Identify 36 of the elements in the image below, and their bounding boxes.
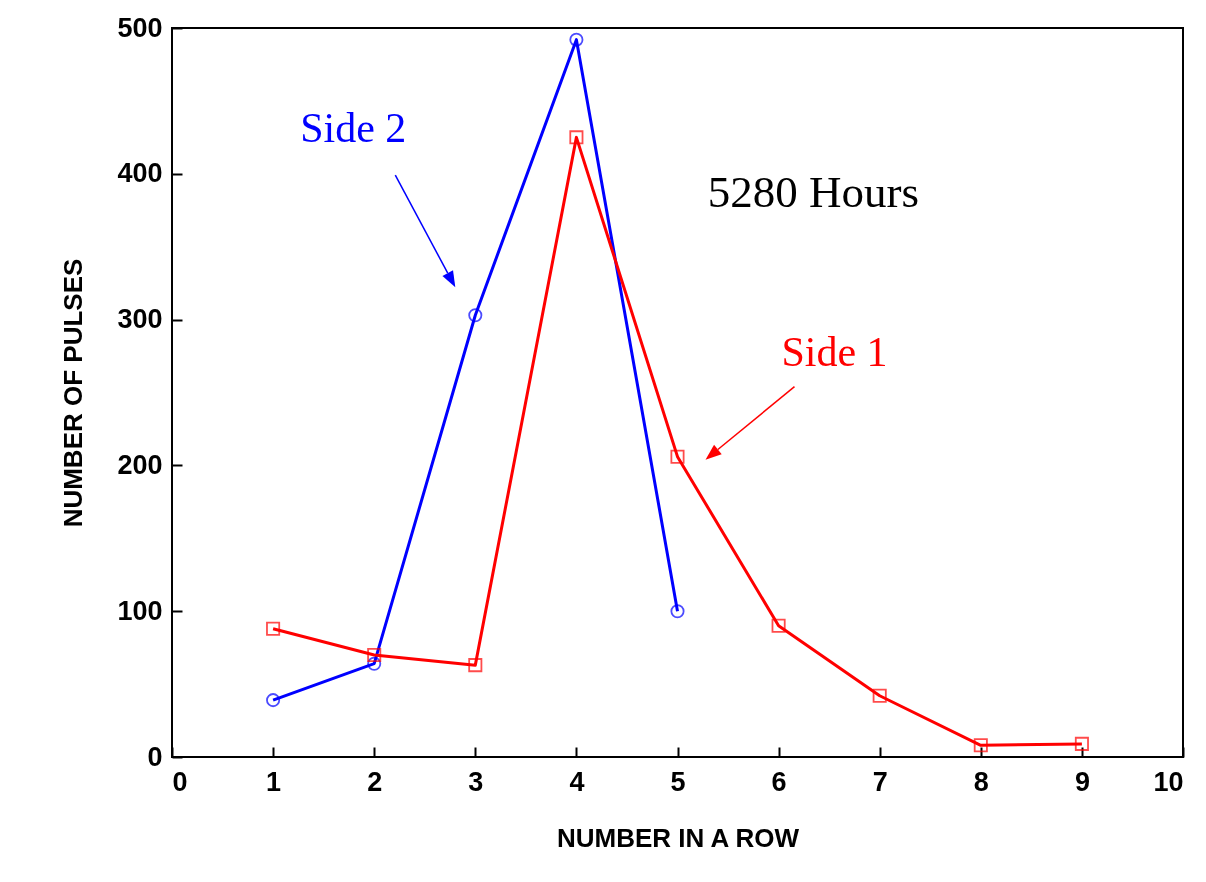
x-tick-label: 3 xyxy=(468,766,484,797)
x-tick-label: 6 xyxy=(771,766,787,797)
point xyxy=(973,738,988,753)
x-tick-label: 10 xyxy=(1153,766,1184,797)
point xyxy=(468,658,483,673)
point xyxy=(872,688,887,703)
x-tick-label: 0 xyxy=(172,766,188,797)
y-axis-title: NUMBER OF PULSES xyxy=(58,258,89,528)
text: Side 2 xyxy=(300,105,407,152)
y-tick-label: 200 xyxy=(117,449,163,480)
x-tick-label: 4 xyxy=(569,766,585,797)
point xyxy=(670,604,685,619)
x-tick-label: 9 xyxy=(1074,766,1090,797)
point xyxy=(266,621,281,636)
x-tick-label: 2 xyxy=(367,766,383,797)
point xyxy=(1074,736,1089,751)
point xyxy=(367,656,382,671)
annotation: 5280 Hours xyxy=(707,166,920,217)
point xyxy=(569,32,584,47)
point xyxy=(771,618,786,633)
x-tick-label: 5 xyxy=(670,766,686,797)
text: Side 1 xyxy=(781,328,888,375)
y-tick-label: 500 xyxy=(117,12,163,43)
y-tick-label: 400 xyxy=(117,158,163,189)
point xyxy=(670,449,685,464)
point xyxy=(569,130,584,145)
x-axis-title: NUMBER IN A ROW xyxy=(556,822,800,853)
y-tick-label: 300 xyxy=(117,304,163,335)
y-tick-label: 100 xyxy=(117,595,163,626)
x-tick-label: 7 xyxy=(872,766,888,797)
point xyxy=(468,308,483,323)
x-tick-label: 1 xyxy=(266,766,282,797)
y-tick-label: 0 xyxy=(147,741,163,772)
point xyxy=(367,647,382,662)
point xyxy=(266,693,281,708)
x-tick-label: 8 xyxy=(973,766,989,797)
